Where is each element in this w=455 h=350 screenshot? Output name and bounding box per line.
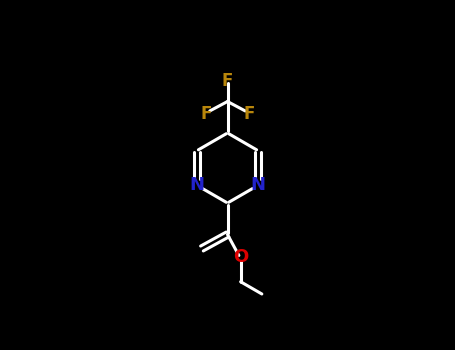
Text: F: F [201,105,212,123]
Text: N: N [190,176,205,195]
Text: N: N [250,176,265,195]
Text: F: F [243,105,254,123]
Text: F: F [222,72,233,90]
Text: O: O [233,248,248,266]
